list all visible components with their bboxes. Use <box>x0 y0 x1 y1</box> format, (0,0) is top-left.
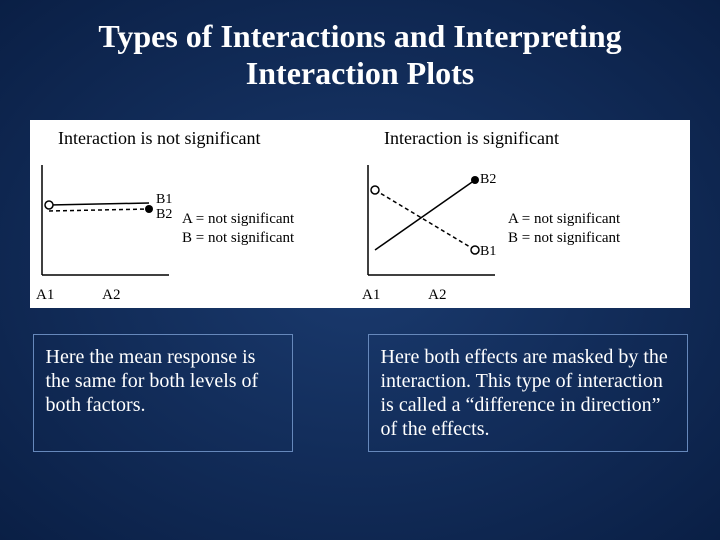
caption-left: Here the mean response is the same for b… <box>33 334 293 452</box>
legend-right: A = not significant B = not significant <box>508 210 620 248</box>
line-label-b1: B1 <box>156 192 172 207</box>
axis-label-a1-right: A1 <box>362 287 380 304</box>
slide-title: Types of Interactions and Interpreting I… <box>0 0 720 100</box>
line-label-b1-right: B1 <box>480 244 496 259</box>
legend-left-b: B = not significant <box>182 229 294 248</box>
axis-label-a2-right: A2 <box>428 287 446 304</box>
plot-left: B1 B2 <box>34 155 174 285</box>
panel-right: Interaction is significant B2 B1 <box>360 128 686 304</box>
caption-right: Here both effects are masked by the inte… <box>368 334 688 452</box>
plot-right: B2 B1 <box>360 155 500 285</box>
panel-left-title: Interaction is not significant <box>34 128 360 155</box>
legend-left-a: A = not significant <box>182 210 294 229</box>
panel-right-title: Interaction is significant <box>360 128 686 155</box>
legend-right-a: A = not significant <box>508 210 620 229</box>
figure-row: Interaction is not significant B1 B2 <box>30 120 690 308</box>
axis-label-a2-left: A2 <box>102 287 120 304</box>
legend-left: A = not significant B = not significant <box>182 210 294 248</box>
legend-right-b: B = not significant <box>508 229 620 248</box>
line-label-b2-right: B2 <box>480 172 496 187</box>
axis-label-a1-left: A1 <box>36 287 54 304</box>
panel-left: Interaction is not significant B1 B2 <box>34 128 360 304</box>
caption-row: Here the mean response is the same for b… <box>30 334 690 452</box>
line-label-b2: B2 <box>156 207 172 222</box>
